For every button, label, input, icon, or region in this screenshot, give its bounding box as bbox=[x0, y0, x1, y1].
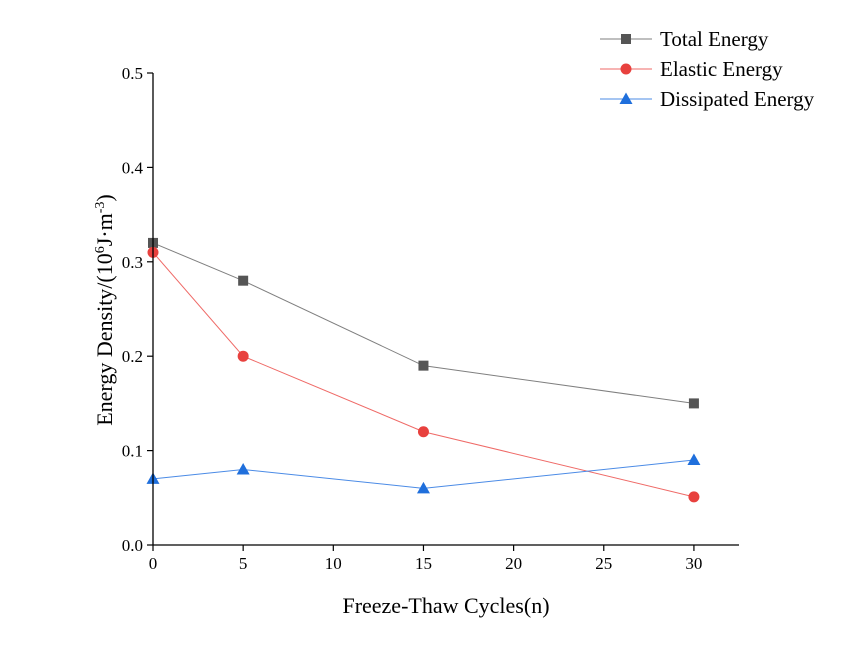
y-tick-label: 0.0 bbox=[122, 536, 143, 555]
y-axis-title-prefix: Energy Density/(10 bbox=[92, 253, 117, 426]
y-axis-title-unit: m bbox=[92, 213, 117, 230]
data-point bbox=[418, 360, 429, 371]
y-ticks: 0.0 0.1 0.2 0.3 0.4 0.5 bbox=[122, 64, 153, 555]
plot-area: 0 5 10 15 20 25 30 0.0 0.1 0.2 0.3 0.4 0.5 bbox=[122, 64, 739, 573]
y-tick-label: 0.5 bbox=[122, 64, 143, 83]
series-total-energy bbox=[148, 237, 699, 409]
y-axis-title-exp1: 6 bbox=[93, 246, 108, 253]
y-axis-title-suffix: ) bbox=[92, 194, 117, 201]
legend-item: Elastic Energy bbox=[600, 57, 783, 81]
x-tick-label: 20 bbox=[505, 554, 522, 573]
legend-item: Total Energy bbox=[600, 27, 769, 51]
series-layer bbox=[146, 237, 701, 503]
y-axis-title-exp2: -3 bbox=[93, 202, 108, 214]
legend: Total Energy Elastic Energy Dissipated Ene… bbox=[600, 27, 815, 111]
data-point bbox=[688, 491, 700, 503]
data-point bbox=[417, 426, 429, 438]
data-point bbox=[687, 453, 701, 466]
x-tick-label: 30 bbox=[685, 554, 702, 573]
x-tick-label: 10 bbox=[325, 554, 342, 573]
y-axis-title-dot: · bbox=[92, 230, 117, 237]
legend-marker bbox=[619, 92, 633, 104]
x-tick-label: 0 bbox=[149, 554, 158, 573]
series-line bbox=[152, 252, 695, 498]
x-tick-label: 5 bbox=[239, 554, 248, 573]
legend-marker bbox=[621, 34, 631, 44]
data-point bbox=[238, 275, 249, 286]
y-tick-label: 0.4 bbox=[122, 158, 144, 177]
data-point bbox=[236, 462, 250, 475]
series-dissipated-energy bbox=[146, 453, 701, 494]
data-point bbox=[237, 350, 249, 362]
y-axis-title-mid: J bbox=[92, 237, 117, 246]
legend-marker bbox=[620, 63, 632, 75]
series-elastic-energy bbox=[147, 246, 700, 503]
x-tick-label: 15 bbox=[415, 554, 432, 573]
legend-label: Total Energy bbox=[660, 27, 769, 51]
series-line bbox=[152, 242, 694, 404]
legend-label: Dissipated Energy bbox=[660, 87, 815, 111]
legend-item: Dissipated Energy bbox=[600, 87, 815, 111]
y-axis-title: Energy Density/(106J·m-3) bbox=[92, 194, 117, 426]
y-tick-label: 0.3 bbox=[122, 253, 143, 272]
x-ticks: 0 5 10 15 20 25 30 bbox=[149, 545, 702, 573]
y-tick-label: 0.2 bbox=[122, 347, 143, 366]
data-point bbox=[416, 481, 430, 494]
x-tick-label: 25 bbox=[595, 554, 612, 573]
legend-label: Elastic Energy bbox=[660, 57, 783, 81]
y-tick-label: 0.1 bbox=[122, 442, 143, 461]
data-point bbox=[688, 398, 699, 409]
series-line bbox=[152, 459, 694, 489]
x-axis-title: Freeze-Thaw Cycles(n) bbox=[342, 593, 549, 618]
